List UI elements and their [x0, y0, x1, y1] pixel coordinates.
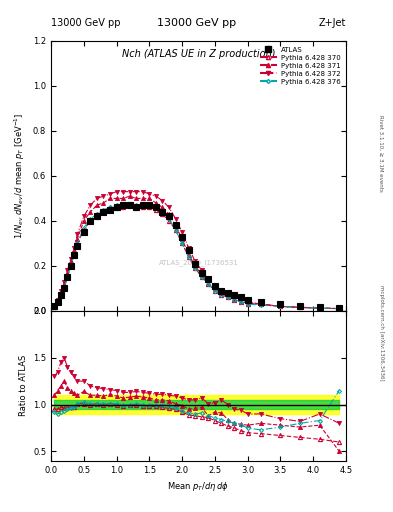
Text: mcplots.cern.ch [arXiv:1306.3436]: mcplots.cern.ch [arXiv:1306.3436] — [379, 285, 384, 380]
Text: Z+Jet: Z+Jet — [318, 18, 346, 28]
Text: Nch (ATLAS UE in Z production): Nch (ATLAS UE in Z production) — [122, 49, 275, 59]
Text: ATLAS_2019_I1736531: ATLAS_2019_I1736531 — [158, 259, 239, 266]
Text: 13000 GeV pp: 13000 GeV pp — [157, 18, 236, 28]
Legend: ATLAS, Pythia 6.428 370, Pythia 6.428 371, Pythia 6.428 372, Pythia 6.428 376: ATLAS, Pythia 6.428 370, Pythia 6.428 37… — [258, 45, 342, 87]
Y-axis label: Ratio to ATLAS: Ratio to ATLAS — [18, 355, 28, 416]
Text: 13000 GeV pp: 13000 GeV pp — [51, 18, 121, 28]
Text: Rivet 3.1.10, ≥ 3.1M events: Rivet 3.1.10, ≥ 3.1M events — [379, 115, 384, 192]
X-axis label: Mean $p_T/d\eta\, d\phi$: Mean $p_T/d\eta\, d\phi$ — [167, 480, 230, 493]
Y-axis label: $1/N_{ev}$ $dN_{ev}/d$ mean $p_T$ [GeV$^{-1}$]: $1/N_{ev}$ $dN_{ev}/d$ mean $p_T$ [GeV$^… — [13, 113, 28, 239]
